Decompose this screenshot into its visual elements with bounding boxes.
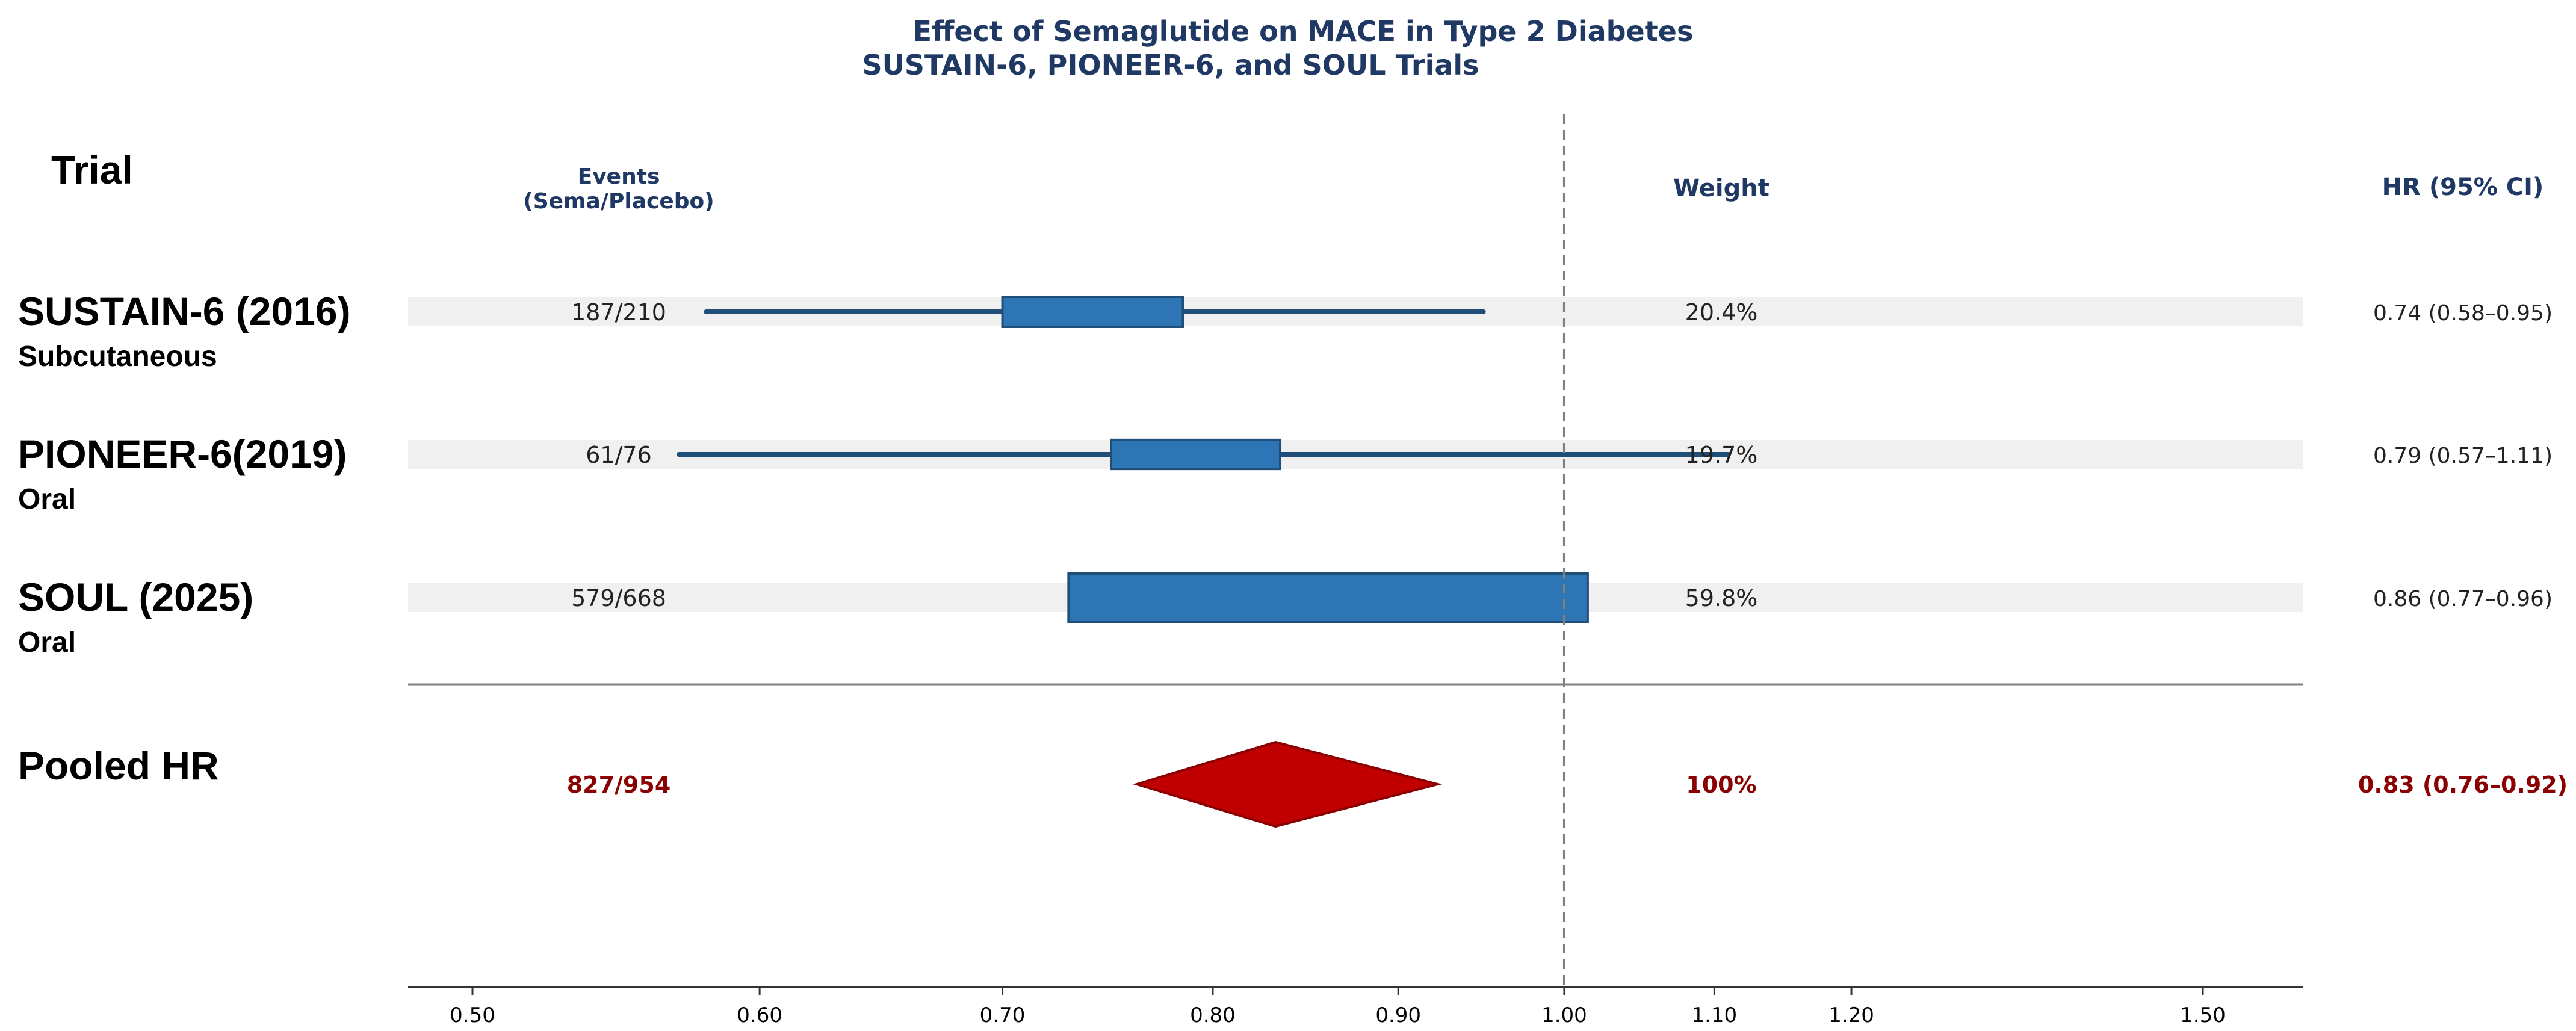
weight-value-1: 19.7%	[1685, 442, 1758, 468]
x-tick-label-7: 1.20	[1828, 1003, 1874, 1027]
events-column-header-line2: (Sema/Placebo)	[523, 189, 714, 214]
hr-value-2: 0.86 (0.77–0.96)	[2373, 587, 2553, 611]
events-value-1: 61/76	[586, 442, 652, 468]
trial-column-header: Trial	[51, 147, 133, 192]
x-tick-label-0: 0.50	[450, 1003, 495, 1027]
effect-box-1	[1110, 438, 1282, 471]
pooled-label: Pooled HR	[18, 743, 219, 788]
x-tick-label-3: 0.80	[1190, 1003, 1236, 1027]
hr-value-0: 0.74 (0.58–0.95)	[2373, 301, 2553, 326]
x-tick-label-5: 1.00	[1541, 1003, 1587, 1027]
x-tick-label-1: 0.60	[737, 1003, 782, 1027]
pooled-hr: 0.83 (0.76–0.92)	[2358, 772, 2568, 798]
events-value-0: 187/210	[571, 299, 666, 326]
x-tick-label-6: 1.10	[1691, 1003, 1737, 1027]
trial-name-0: SUSTAIN-6 (2016)	[18, 289, 351, 333]
effect-box-2	[1067, 572, 1589, 623]
trial-route-0: Subcutaneous	[18, 341, 217, 373]
trial-name-2: SOUL (2025)	[18, 575, 253, 619]
events-value-2: 579/668	[571, 585, 666, 611]
weight-value-2: 59.8%	[1685, 585, 1758, 611]
x-tick-label-4: 0.90	[1375, 1003, 1421, 1027]
trial-name-1: PIONEER-6(2019)	[18, 432, 347, 476]
trial-route-2: Oral	[18, 627, 76, 658]
trial-route-1: Oral	[18, 483, 76, 515]
hr-value-1: 0.79 (0.57–1.11)	[2373, 444, 2553, 468]
effect-box-0	[1001, 296, 1184, 328]
chart-subtitle: SUSTAIN-6, PIONEER-6, and SOUL Trials	[862, 49, 1479, 81]
events-column-header-line1: Events	[578, 164, 660, 189]
weight-column-header: Weight	[1673, 175, 1769, 202]
hr-column-header: HR (95% CI)	[2382, 173, 2544, 201]
pooled-events: 827/954	[567, 772, 671, 798]
x-tick-label-2: 0.70	[980, 1003, 1026, 1027]
pooled-diamond	[1132, 740, 1443, 828]
chart-title: Effect of Semaglutide on MACE in Type 2 …	[913, 15, 1694, 48]
weight-value-0: 20.4%	[1685, 299, 1758, 326]
x-tick-label-8: 1.50	[2180, 1003, 2226, 1027]
pooled-weight: 100%	[1686, 772, 1756, 798]
